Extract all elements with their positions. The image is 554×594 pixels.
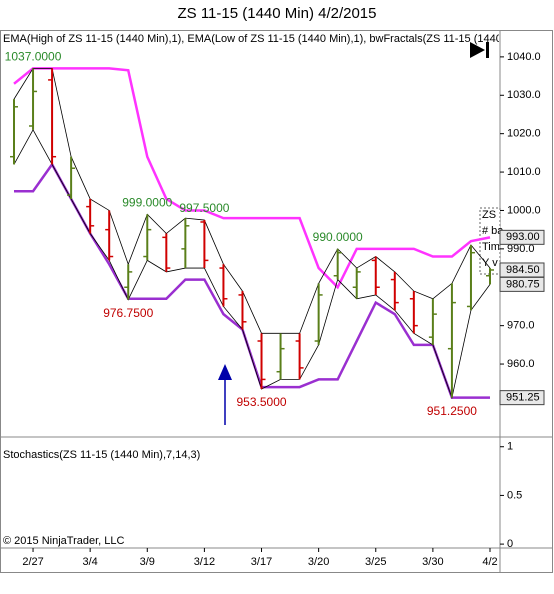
x-tick-label: 2/27	[22, 556, 43, 568]
y-tick-label: 1020.0	[507, 128, 541, 140]
x-tick-label: 3/12	[194, 556, 215, 568]
chart-title: ZS 11-15 (1440 Min) 4/2/2015	[177, 5, 376, 22]
fractal-label: 990.0000	[313, 230, 363, 244]
fractal-label: 953.5000	[236, 395, 286, 409]
y-tick-label: 960.0	[507, 358, 535, 370]
x-tick-label: 3/25	[365, 556, 386, 568]
tooltip-text: Y v	[482, 257, 498, 269]
fractal-label: 1037.0000	[5, 50, 62, 64]
fractal-label: 999.0000	[122, 195, 172, 209]
ema-line	[13, 67, 491, 290]
arrow-up	[218, 364, 232, 425]
tooltip-text: ZS	[482, 209, 496, 221]
high-connector	[13, 67, 491, 334]
price-marker-label: 951.25	[506, 392, 540, 404]
y-tick-label: 1	[507, 441, 513, 453]
copyright: © 2015 NinjaTrader, LLC	[3, 535, 124, 547]
y-tick-label: 990.0	[507, 243, 535, 255]
x-tick-label: 3/30	[422, 556, 443, 568]
play-icon[interactable]	[470, 42, 489, 58]
y-tick-label: 0.5	[507, 489, 522, 501]
y-tick-label: 1040.0	[507, 51, 541, 63]
y-tick-label: 0	[507, 538, 513, 550]
fractal-label: 997.5000	[179, 201, 229, 215]
tooltip-text: # ba	[482, 225, 504, 237]
indicator-label: EMA(High of ZS 11-15 (1440 Min),1), EMA(…	[3, 33, 502, 45]
price-marker-label: 993.00	[506, 231, 540, 243]
price-plot: 1037.0000 999.0000 997.5000 976.7500 953.500…	[5, 50, 494, 418]
tooltip-text: Tim	[482, 241, 500, 253]
play-triangle[interactable]	[470, 42, 485, 58]
price-marker	[499, 390, 545, 406]
indicator-label-clip: EMA(High of ZS 11-15 (1440 Min),1), EMA(…	[3, 33, 502, 45]
y-tick-label: 970.0	[507, 320, 535, 332]
x-tick-label: 4/2	[482, 556, 497, 568]
price-marker	[499, 276, 545, 292]
fractal-label: 976.7500	[103, 306, 153, 320]
fractal-label: 951.2500	[427, 404, 477, 418]
stochastics-label: Stochastics(ZS 11-15 (1440 Min),7,14,3)	[3, 449, 200, 461]
y-tick-label: 1000.0	[507, 204, 541, 216]
price-marker	[499, 229, 545, 245]
price-marker-label: 980.75	[506, 278, 540, 290]
chart-frame	[0, 30, 553, 573]
price-marker-label: 984.50	[506, 264, 540, 276]
x-tick-label: 3/17	[251, 556, 272, 568]
x-tick-label: 3/20	[308, 556, 329, 568]
arrow-head	[218, 364, 232, 380]
x-tick-label: 3/4	[83, 556, 98, 568]
y-tick-label: 1010.0	[507, 166, 541, 178]
x-tick-label: 3/9	[140, 556, 155, 568]
y-tick-label: 1030.0	[507, 89, 541, 101]
play-bar[interactable]	[486, 42, 489, 58]
low-connector	[13, 129, 491, 400]
